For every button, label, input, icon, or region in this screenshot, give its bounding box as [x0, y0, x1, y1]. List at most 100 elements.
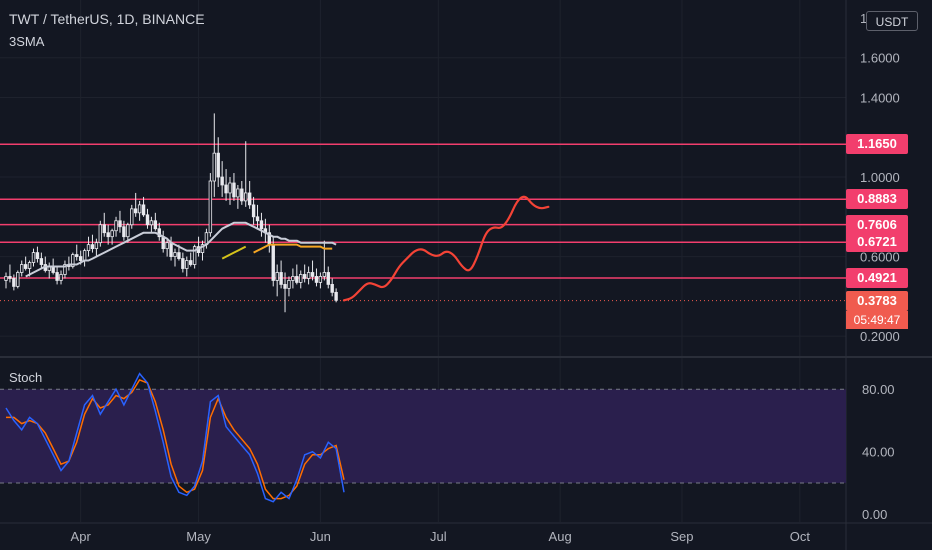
currency-button[interactable]: USDT: [866, 11, 918, 31]
candle-body: [181, 258, 185, 269]
symbol-title[interactable]: TWT / TetherUS, 1D, BINANCE: [9, 11, 205, 27]
stoch-pane: [0, 372, 846, 503]
candle-body: [145, 214, 150, 226]
candle-body: [310, 272, 315, 277]
candle-body: [291, 276, 295, 281]
candle-body: [137, 204, 142, 214]
level-price-badge: 0.8883: [846, 189, 908, 210]
price-axis-label: 1.4000: [860, 90, 900, 105]
candle-body: [330, 284, 334, 293]
candle-body: [157, 228, 161, 238]
candle-body: [63, 264, 67, 275]
candle-body: [177, 252, 181, 259]
candle-body: [299, 274, 303, 283]
level-price-badge: 0.6721: [846, 232, 908, 253]
level-price-badge: 0.4921: [846, 268, 908, 289]
candle-body: [98, 224, 103, 244]
candle-body: [318, 276, 323, 283]
time-axis-label: Jun: [310, 529, 331, 544]
axes: 1.60001.40001.00000.60000.20001.800080.0…: [71, 11, 900, 544]
level-price-badge: 1.1650: [846, 134, 908, 155]
candle-body: [283, 284, 287, 289]
forecast-path: [342, 195, 550, 302]
time-axis-label: Oct: [790, 529, 811, 544]
candle-body: [212, 152, 216, 182]
candle-body: [39, 258, 44, 265]
time-axis-label: Aug: [549, 529, 572, 544]
candle-body: [130, 208, 134, 226]
candle-body: [236, 188, 240, 198]
candle-body: [192, 246, 197, 265]
candle-body: [20, 264, 24, 273]
candle-body: [255, 216, 260, 222]
forecast-drawing[interactable]: [342, 195, 550, 302]
candle-body: [23, 264, 28, 269]
candle-body: [31, 252, 36, 263]
candle-body: [27, 262, 32, 269]
candle-body: [173, 252, 177, 257]
candle-body: [228, 182, 232, 194]
candle-body: [302, 274, 307, 279]
indicator-label-3sma[interactable]: 3SMA: [9, 34, 45, 49]
candle-body: [16, 272, 20, 287]
candle-body: [141, 204, 146, 216]
candle-body: [275, 272, 279, 281]
candle-body: [55, 272, 59, 281]
candle-body: [208, 180, 213, 234]
candle-body: [232, 182, 236, 198]
sma-orange-line: [253, 243, 333, 254]
bar-countdown: 05:49:47: [846, 310, 908, 329]
candle-body: [118, 220, 122, 228]
candle-body: [114, 220, 118, 232]
sma-white-line: [25, 221, 337, 278]
candle-body: [314, 276, 319, 283]
level-price-badge: 0.7606: [846, 214, 908, 235]
candle-body: [149, 220, 154, 226]
candle-body: [306, 272, 311, 279]
sma-yellow-line: [221, 245, 247, 260]
candle-body: [4, 276, 8, 281]
time-axis-label: May: [186, 529, 211, 544]
indicator-label-stoch[interactable]: Stoch: [9, 370, 43, 385]
candle-body: [295, 276, 299, 283]
price-axis-label: 1.0000: [860, 170, 900, 185]
stoch-axis-label: 80.00: [862, 382, 895, 397]
candle-body: [82, 250, 87, 261]
candle-body: [122, 226, 126, 238]
candle-body: [161, 236, 165, 250]
price-axis-label: 0.2000: [860, 329, 900, 344]
candle-body: [59, 274, 63, 281]
candle-body: [251, 204, 256, 218]
candle-body: [71, 254, 75, 267]
candle-body: [35, 252, 40, 259]
candle-body: [220, 176, 224, 186]
price-axis-label: 1.6000: [860, 51, 900, 66]
candle-body: [326, 272, 330, 285]
last-price-badge: 0.3783: [846, 290, 908, 311]
candle-body: [106, 232, 110, 238]
candle-body: [90, 244, 95, 250]
candle-body: [334, 291, 338, 301]
candle-body: [271, 244, 275, 281]
candle-body: [244, 192, 248, 202]
candle-body: [216, 152, 220, 178]
candle-body: [189, 260, 193, 265]
candle-body: [169, 242, 173, 257]
sma-lines: [25, 221, 337, 278]
candle-body: [78, 256, 83, 261]
candle-body: [322, 272, 327, 277]
candle-body: [110, 230, 114, 238]
time-axis-label: Jul: [430, 529, 447, 544]
candle-body: [287, 280, 291, 289]
candle-body: [102, 224, 106, 234]
candle-body: [126, 224, 130, 238]
candle-body: [86, 244, 91, 252]
stoch-band: [0, 389, 846, 483]
candle-body: [200, 244, 205, 253]
candle-body: [75, 254, 79, 257]
candle-body: [259, 220, 264, 230]
candle-body: [12, 278, 16, 287]
candle-body: [224, 184, 228, 194]
horizontal-levels[interactable]: [0, 143, 846, 302]
